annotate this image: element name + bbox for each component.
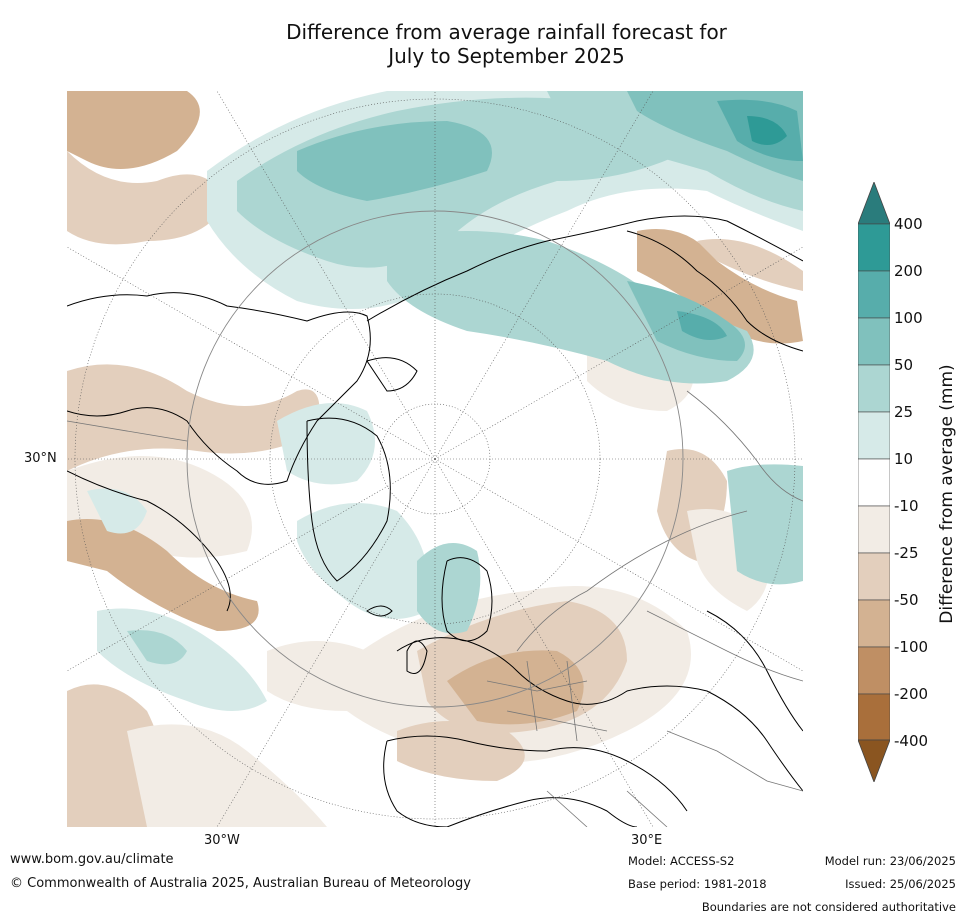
lon-label-30w: 30°W	[204, 833, 240, 848]
coastline-uk	[406, 640, 428, 674]
colorbar-band-m50-m100	[858, 599, 890, 648]
colorbar-label: Difference from average (mm)	[937, 364, 957, 624]
border-europe-b	[506, 710, 608, 732]
dry-anomaly-regions	[67, 91, 803, 827]
coastline-arctic-islands	[366, 357, 418, 392]
border-europe-c	[526, 660, 538, 732]
meridian-150e	[434, 91, 654, 460]
colorbar-band-m100-m200	[858, 646, 890, 695]
colorbar-band-m10-m25	[858, 505, 890, 554]
footer-disclaimer: Boundaries are not considered authoritat…	[701, 900, 956, 914]
colorbar-band-50-100	[858, 317, 890, 366]
colorbar-tick-label: -50	[894, 591, 919, 609]
border-central-asia	[646, 610, 803, 682]
wet-region-pacific-w	[87, 488, 147, 534]
graticule	[67, 91, 803, 827]
coastline-iberia	[383, 740, 448, 827]
border-canada-usa	[67, 420, 188, 442]
colorbar-under-arrow	[858, 739, 890, 782]
colorbar-tick-label: -200	[894, 685, 929, 703]
title-line-2: July to September 2025	[388, 44, 625, 68]
dry-region-east-asia-light	[697, 239, 803, 291]
colorbar-tick-label: 25	[894, 403, 914, 421]
wet-region-greenland-sea	[297, 503, 429, 619]
colorbar-tick-label: 200	[894, 262, 923, 280]
dry-region-nw-corner	[67, 91, 200, 169]
rainfall-anomaly-map	[67, 91, 803, 827]
coastline-north-america	[67, 292, 371, 485]
footer-copyright: © Commonwealth of Australia 2025, Austra…	[10, 876, 471, 891]
wet-region-arctic	[277, 403, 375, 485]
colorbar-band-10-25	[858, 411, 890, 460]
colorbar	[858, 182, 890, 782]
border-china	[686, 390, 803, 502]
coastline-mediterranean	[386, 735, 688, 812]
wet-region-norway	[417, 543, 481, 634]
colorbar-band-m200-m400	[858, 693, 890, 741]
wet-region-east-edge-light	[727, 464, 803, 585]
footer-url: www.bom.gov.au/climate	[10, 852, 174, 867]
coastline-greenland	[306, 417, 391, 582]
dry-region-sw	[67, 519, 259, 631]
meridian-30e	[434, 458, 654, 827]
colorbar-band-m25-m50	[858, 552, 890, 601]
colorbar-tick-label: 10	[894, 450, 914, 468]
wet-region-siberia-dark	[677, 311, 727, 340]
dry-region-nw-light	[67, 151, 227, 245]
coastline-alaska	[67, 470, 231, 612]
colorbar-over-arrow	[858, 182, 890, 225]
wet-region-north-band-mid	[297, 121, 492, 201]
latitude-circle-45n	[186, 210, 684, 708]
lat-label-30n: 30°N	[24, 451, 57, 466]
colorbar-tick-label: -400	[894, 732, 929, 750]
meridian-150w	[216, 91, 436, 460]
border-middle-east	[666, 730, 803, 792]
coastline-east-asia	[626, 230, 803, 352]
country-borders	[67, 390, 803, 827]
colorbar-band-25-50	[858, 364, 890, 413]
coastline-scandinavia	[441, 557, 493, 642]
dry-region-atlantic	[267, 641, 374, 711]
lon-label-30e: 30°E	[631, 833, 663, 848]
title-line-1: Difference from average rainfall forecas…	[286, 20, 727, 44]
colorbar-band-neutral	[858, 458, 890, 507]
dry-region-europe-core	[447, 650, 584, 725]
primary-meridians	[186, 210, 684, 708]
colorbar-tick-label: 400	[894, 215, 923, 233]
footer-model-run: Model run: 23/06/2025	[824, 854, 956, 868]
coastline-europe	[396, 637, 803, 792]
coastline-india-mideast	[706, 610, 803, 732]
footer-base-period: Base period: 1981-2018	[628, 877, 767, 891]
dry-region-west-pacific	[67, 364, 320, 471]
border-europe-a	[486, 680, 588, 692]
footer-issued: Issued: 25/06/2025	[845, 877, 956, 891]
border-europe-d	[566, 660, 578, 742]
colorbar-tick-label: 50	[894, 356, 914, 374]
wet-region-ne-corner-core	[747, 116, 787, 145]
border-russia-west	[516, 510, 748, 652]
colorbar-tick-label: 100	[894, 309, 923, 327]
coastline-iceland	[366, 605, 393, 617]
border-africa-b	[626, 790, 668, 827]
coastline-siberia	[366, 215, 803, 322]
coastline-africa	[446, 797, 638, 827]
meridian-30w	[216, 458, 436, 827]
dry-region-sw-bottom-light	[127, 724, 327, 827]
colorbar-band-200-400	[858, 223, 890, 272]
coastlines	[67, 215, 803, 827]
footer-model: Model: ACCESS-S2	[628, 854, 735, 868]
colorbar-tick-label: -25	[894, 544, 919, 562]
border-africa	[546, 790, 588, 827]
wet-anomaly-regions	[87, 91, 803, 711]
map-title: Difference from average rainfall forecas…	[0, 20, 965, 68]
colorbar-tick-label: -10	[894, 497, 919, 515]
wet-region-siberia	[387, 231, 754, 384]
colorbar-band-100-200	[858, 270, 890, 319]
wet-region-pacific-sw-mid	[127, 630, 187, 665]
colorbar-tick-label: -100	[894, 638, 929, 656]
dry-region-east-asia	[637, 229, 803, 344]
